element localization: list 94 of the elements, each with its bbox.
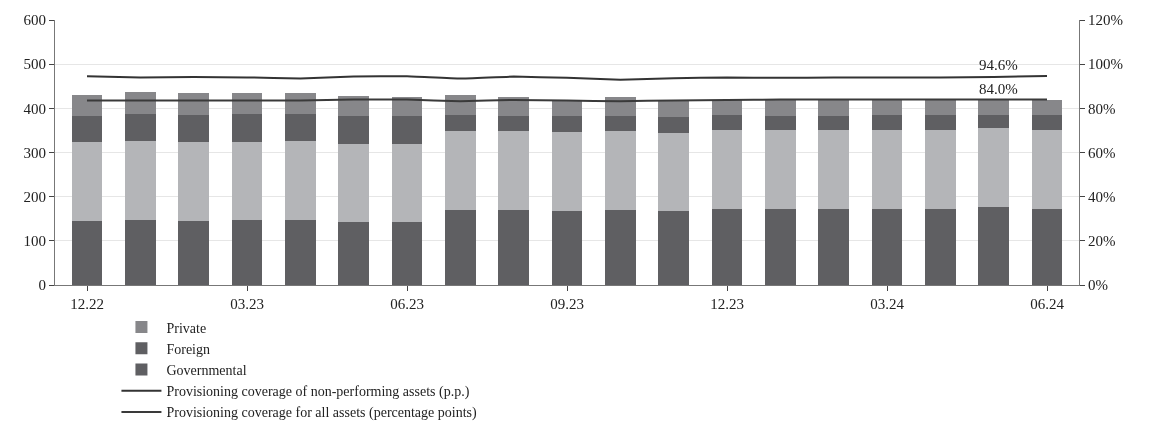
bar [231,114,263,143]
bar [71,142,103,221]
bar [444,131,476,210]
y-tick-label: 300 [23,144,46,161]
bar [178,220,210,285]
bar [1031,114,1063,130]
bar [604,115,636,132]
bar [924,100,956,115]
bar [978,207,1010,285]
legend-label: Private [166,320,207,336]
x-tick-label: 12.23 [710,296,744,312]
bar [124,220,156,285]
bar [338,222,370,285]
bar [551,132,583,211]
bar [978,114,1010,128]
bar [284,219,316,285]
bar [124,141,156,221]
bar [711,129,743,209]
bar [658,132,690,212]
bar [764,130,796,209]
x-tick-label: 12.22 [70,296,104,312]
bar [551,210,583,285]
bar [818,209,850,285]
bar [178,115,210,143]
bar [978,100,1010,115]
bar [551,116,583,133]
bar [871,129,903,209]
bar [764,208,796,285]
bar [711,114,743,130]
bar [924,129,956,209]
bar [818,116,850,131]
bar [284,92,316,114]
bar [711,208,743,285]
bar [764,115,796,131]
legend-label: Provisioning coverage for all assets (percentage points) [166,405,478,422]
bar [818,100,850,117]
y-tick-label: 100 [23,233,46,250]
legend-label: Foreign [166,341,210,357]
y2-tick-label: 60% [1088,144,1116,161]
legend-label: Provisioning coverage of non-performing assets (p.p.) [166,384,470,401]
y2-tick-label: 20% [1088,233,1116,250]
x-tick-label: 06.24 [1030,296,1065,312]
bar [391,222,423,285]
bar [71,220,103,285]
bar [711,100,743,115]
y2-tick-label: 100% [1088,56,1123,73]
bar [818,130,850,210]
bar [924,208,956,285]
bar [444,115,476,132]
y-tick-label: 200 [23,188,46,205]
y-tick-label: 0 [38,277,46,294]
bar [1031,100,1063,115]
bar [1031,208,1063,285]
bar [178,142,210,221]
bar [338,143,370,223]
bar [231,142,263,221]
bar [498,131,530,210]
y2-tick-label: 0% [1088,277,1108,294]
bar [498,115,530,132]
bar [1031,129,1063,209]
annotation: 94.6% [979,57,1018,73]
bar [284,141,316,220]
y-tick-label: 500 [23,56,46,73]
bar [231,220,263,285]
bar [764,100,796,116]
x-tick-label: 03.23 [230,296,264,312]
bar [338,116,370,144]
bar [604,209,636,285]
x-tick-label: 09.23 [550,296,584,312]
y-tick-label: 400 [23,100,46,117]
bar [71,94,103,117]
bar [444,209,476,285]
bar [871,100,903,115]
bar [924,114,956,130]
legend-label: Governmental [166,362,247,378]
annotation: 84.0% [979,81,1018,97]
bar [124,114,156,142]
bar [658,211,690,285]
bar [871,114,903,130]
bar [284,113,316,142]
y2-tick-label: 80% [1088,100,1116,117]
bar [658,117,690,133]
bar [498,209,530,285]
y-tick-label: 600 [23,12,46,29]
bar [604,131,636,210]
bar [978,127,1010,208]
bar [871,208,903,285]
x-tick-label: 03.24 [870,296,905,312]
y2-tick-label: 40% [1088,188,1116,205]
x-tick-label: 06.23 [390,296,424,312]
bar [391,116,423,144]
bar [391,143,423,223]
bar [71,116,103,143]
y2-tick-label: 120% [1088,12,1123,29]
